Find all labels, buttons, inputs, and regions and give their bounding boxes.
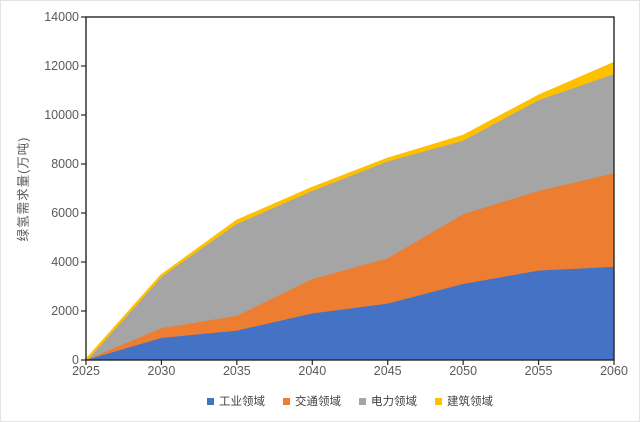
legend-label-building: 建筑领域	[447, 396, 493, 408]
x-tick-label: 2050	[449, 364, 478, 378]
y-tick-label: 2000	[51, 303, 79, 318]
x-tick-label: 2060	[600, 364, 628, 378]
legend: 工业领域 交通领域 电力领域 建筑领域	[86, 393, 614, 409]
x-tick-label: 2030	[147, 364, 176, 378]
total-top-line	[85, 61, 615, 361]
legend-item-power: 电力领域	[359, 393, 417, 409]
x-tick-label: 2035	[222, 364, 251, 378]
y-tick-label: 4000	[51, 254, 79, 269]
y-axis-title: 绿氢需求量(万吨)	[16, 136, 31, 242]
y-tick-label: 14000	[44, 9, 79, 24]
y-tick-label: 0	[72, 352, 79, 367]
x-tick-label: 2025	[72, 364, 100, 378]
area-industrial	[86, 266, 614, 360]
legend-swatch-transport-icon	[283, 397, 290, 405]
legend-swatch-industrial-icon	[207, 397, 214, 405]
legend-label-industrial: 工业领域	[219, 396, 265, 408]
legend-swatch-building-icon	[435, 397, 442, 405]
legend-item-building: 建筑领域	[435, 393, 493, 409]
x-tick-label: 2045	[373, 364, 402, 378]
y-tick-label: 6000	[51, 205, 79, 220]
legend-label-power: 电力领域	[371, 396, 417, 408]
legend-label-transport: 交通领域	[295, 396, 341, 408]
y-tick-label: 10000	[44, 107, 79, 122]
x-tick-label: 2040	[298, 364, 327, 378]
y-tick-label: 12000	[44, 58, 79, 73]
x-tick-label: 2055	[524, 364, 553, 378]
legend-item-industrial: 工业领域	[207, 393, 265, 409]
legend-item-transport: 交通领域	[283, 393, 341, 409]
plot-frame	[85, 16, 615, 361]
legend-swatch-power-icon	[359, 397, 366, 405]
y-tick-label: 8000	[51, 156, 79, 171]
